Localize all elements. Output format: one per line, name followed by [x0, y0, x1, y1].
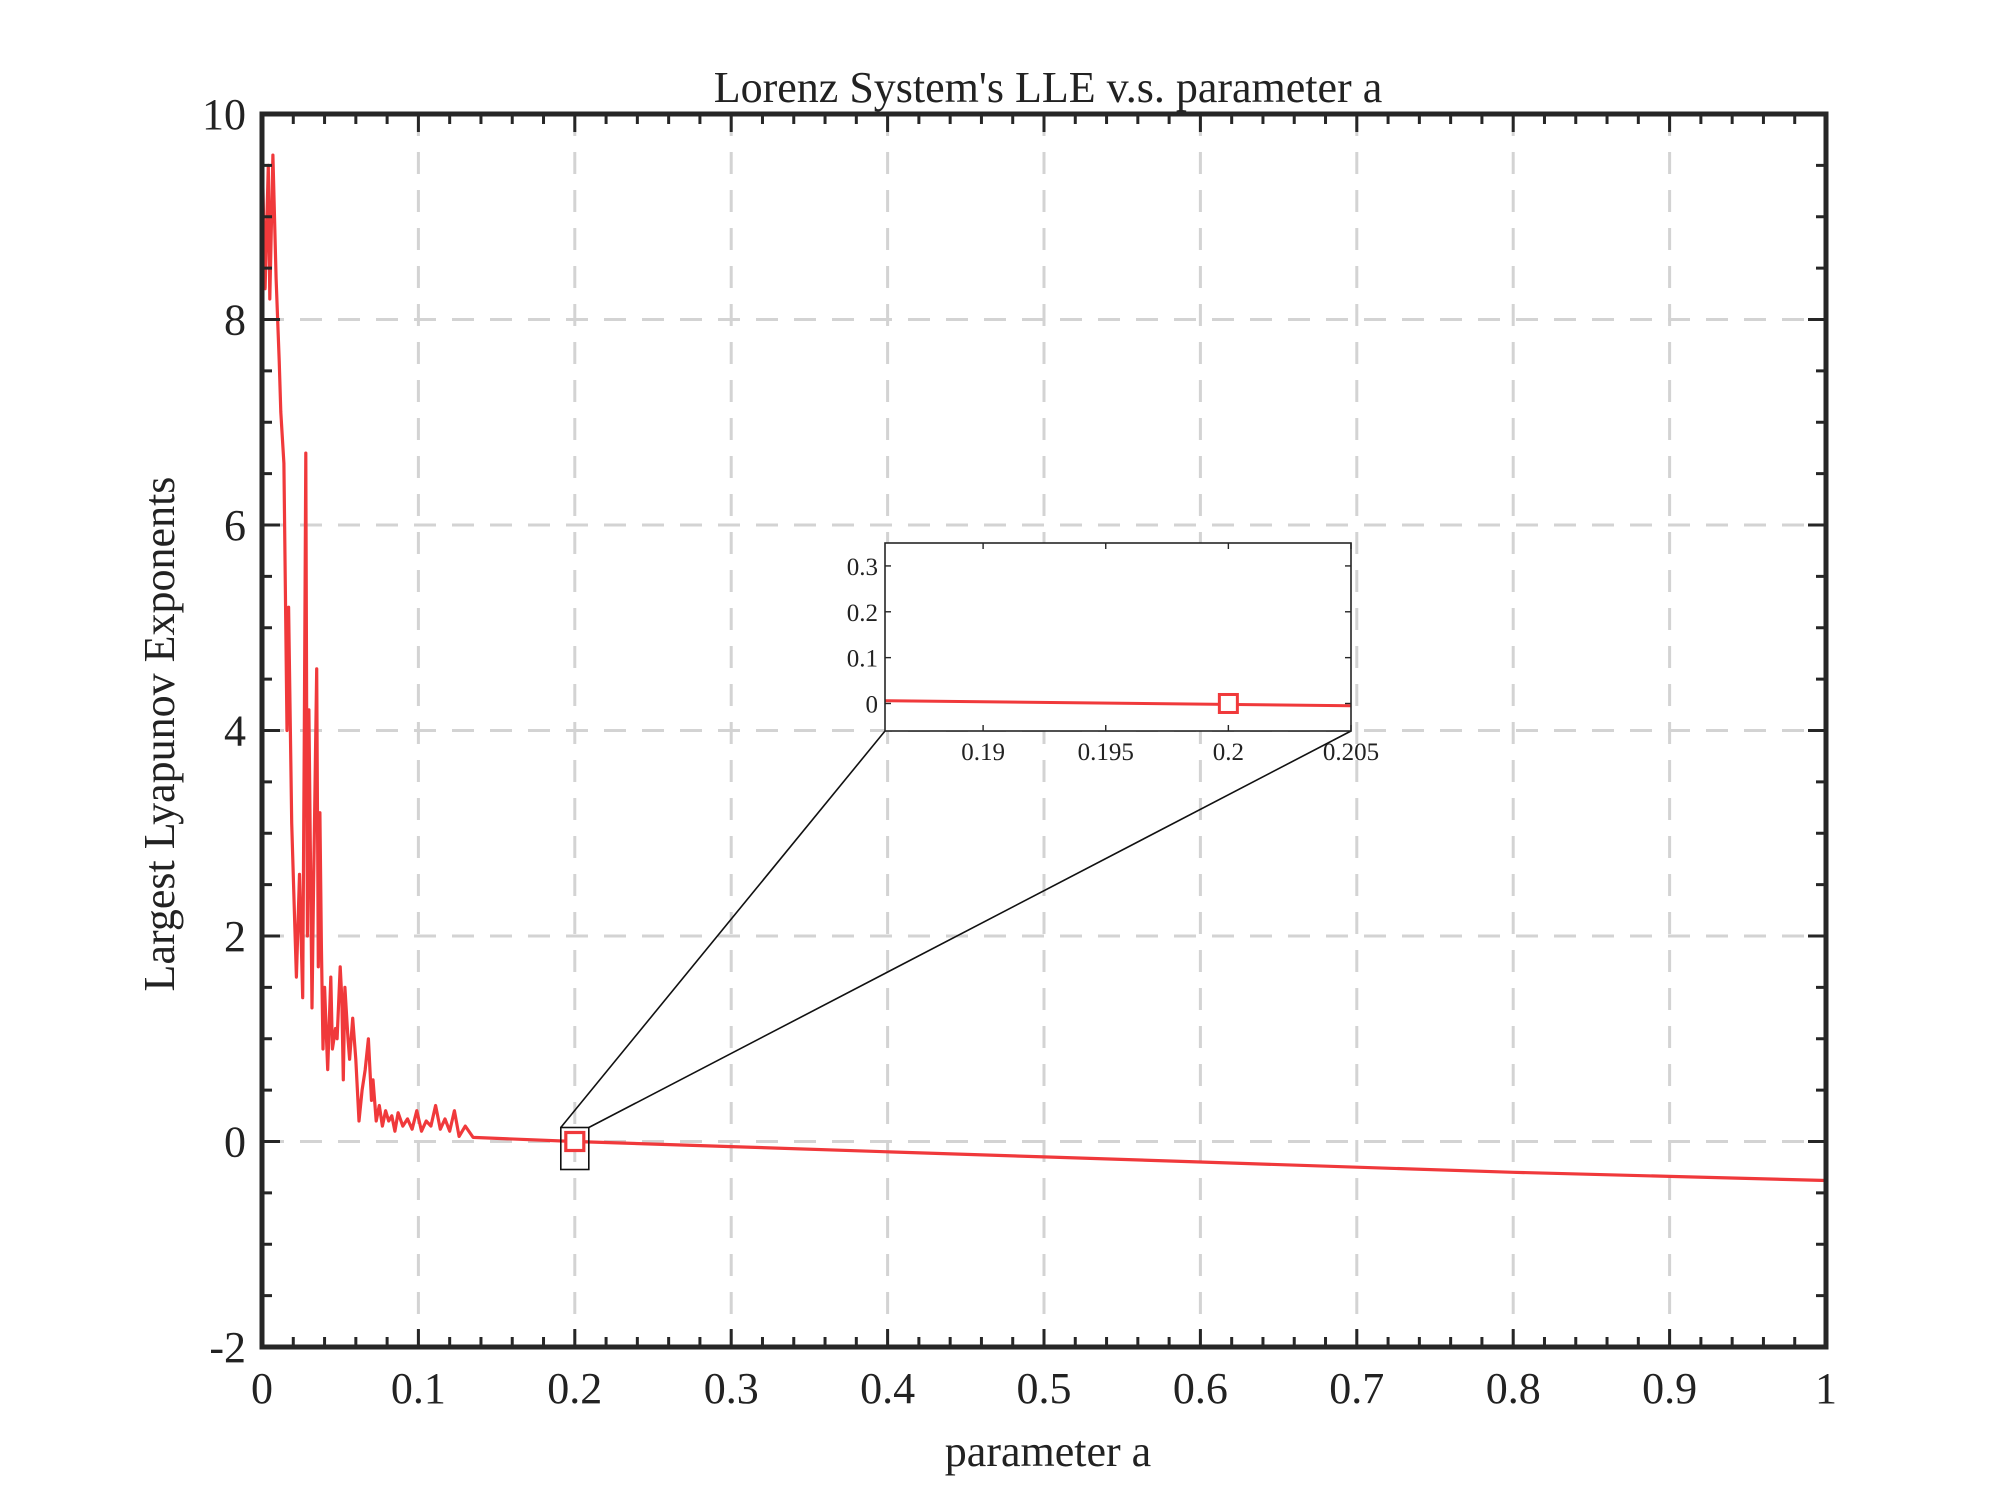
y-tick-label: 6 — [224, 501, 246, 550]
inset-y-tick-label: 0.1 — [847, 646, 878, 673]
inset-y-tick-label: 0.2 — [847, 600, 878, 627]
inset-x-tick-label: 0.195 — [1078, 739, 1134, 766]
inset-x-tick-label: 0.2 — [1213, 739, 1244, 766]
zoom-connector-line — [588, 730, 1352, 1129]
y-tick-label: 2 — [224, 912, 246, 961]
x-axis-title: parameter a — [945, 1427, 1151, 1476]
inset-x-tick-label: 0.205 — [1323, 739, 1379, 766]
y-tick-label: -2 — [209, 1323, 246, 1372]
x-tick-label: 0.2 — [547, 1364, 602, 1413]
inset-x-tick-label: 0.19 — [961, 739, 1005, 766]
x-tick-label: 0 — [251, 1364, 273, 1413]
chart-title: Lorenz System's LLE v.s. parameter a — [714, 63, 1383, 112]
y-tick-label: 10 — [202, 90, 246, 139]
zoom-connector-line — [560, 730, 886, 1129]
inset-y-tick-label: 0 — [866, 691, 879, 718]
inset-y-tick-label: 0.3 — [847, 554, 878, 581]
x-tick-label: 0.6 — [1173, 1364, 1228, 1413]
main-marker-square — [564, 1130, 586, 1153]
y-axis-title: Largest Lyapunov Exponents — [135, 477, 184, 992]
x-tick-label: 1 — [1815, 1364, 1837, 1413]
x-tick-label: 0.3 — [704, 1364, 759, 1413]
x-tick-label: 0.8 — [1486, 1364, 1541, 1413]
inset-marker-square — [1217, 692, 1239, 714]
inset-background — [885, 543, 1351, 731]
y-tick-label: 4 — [224, 707, 246, 756]
x-tick-label: 0.9 — [1642, 1364, 1697, 1413]
x-tick-label: 0.1 — [391, 1364, 446, 1413]
inset-frame — [884, 542, 1352, 732]
x-tick-label: 0.4 — [860, 1364, 915, 1413]
y-tick-label: 8 — [224, 296, 246, 345]
lle-series-line — [260, 144, 1827, 1183]
inset-series-line — [884, 699, 1352, 708]
y-tick-label: 0 — [224, 1118, 246, 1167]
x-tick-label: 0.7 — [1329, 1364, 1384, 1413]
zoom-region-box — [559, 1126, 590, 1171]
x-tick-label: 0.5 — [1017, 1364, 1072, 1413]
